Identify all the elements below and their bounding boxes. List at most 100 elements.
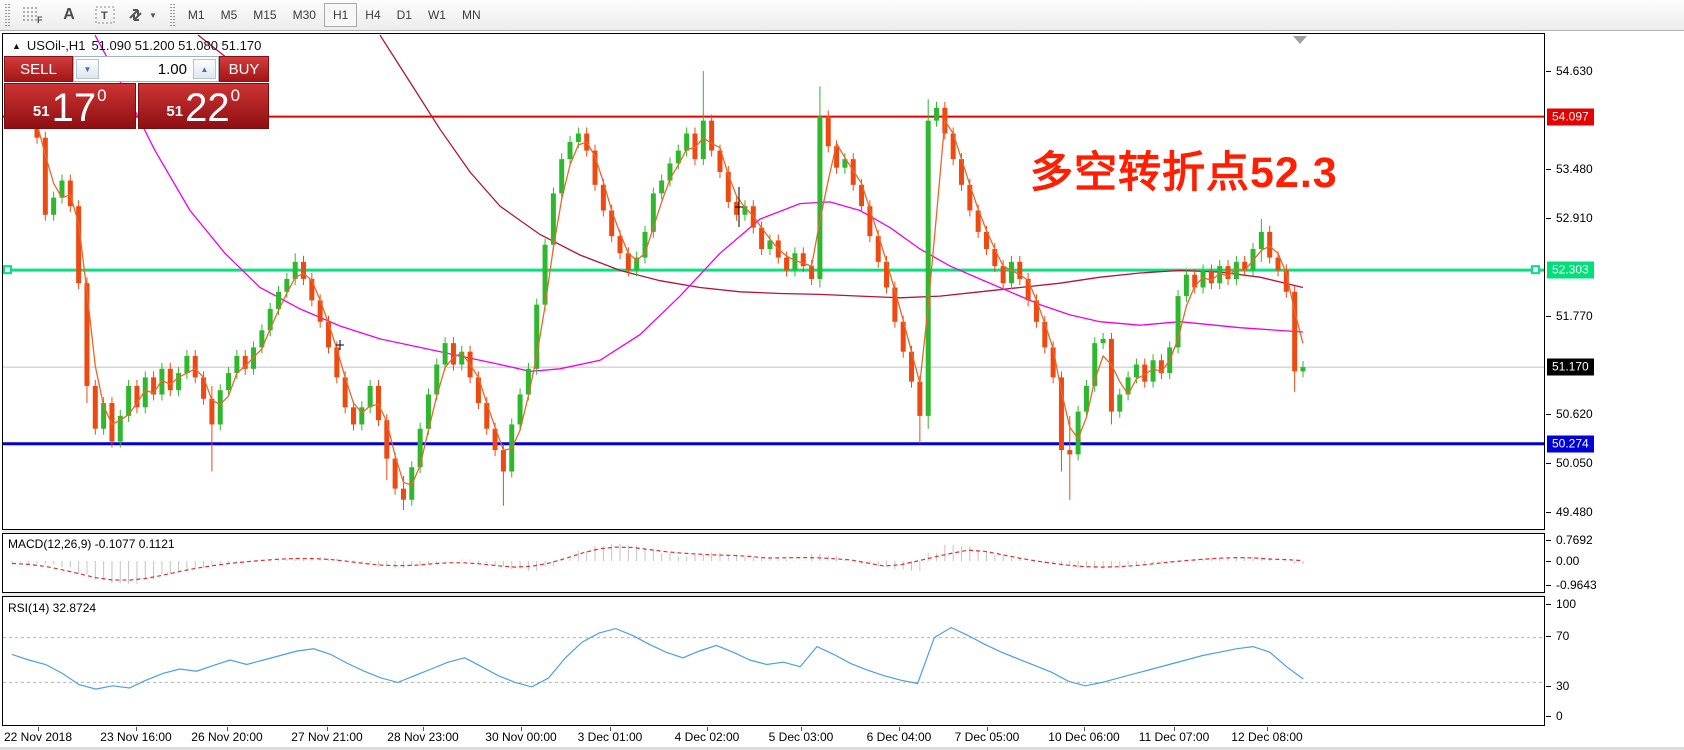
candle-body: [425, 394, 431, 429]
chart-layers: [3, 34, 1544, 511]
price-axis-tick: [1546, 71, 1551, 72]
buy-button[interactable]: BUY: [219, 56, 269, 82]
candle-body: [76, 206, 82, 284]
panel-splitter-2[interactable]: [2, 593, 1545, 596]
timeframe-button-mn[interactable]: MN: [461, 8, 481, 22]
candle-body: [684, 133, 690, 151]
candle-body: [567, 142, 573, 160]
candle-body: [59, 180, 65, 198]
hline-handle-right[interactable]: [1531, 265, 1540, 275]
candle-body: [609, 210, 615, 237]
rsi-axis-tick: [1546, 686, 1551, 687]
candle-body: [1100, 338, 1106, 344]
candle-body: [834, 146, 840, 168]
rsi-axis-label: 70: [1556, 629, 1570, 643]
timeframe-button-m30[interactable]: M30: [292, 8, 316, 22]
candle-body: [375, 385, 381, 421]
sell-button[interactable]: SELL: [4, 56, 73, 82]
candle-body: [384, 420, 390, 459]
candle-body: [875, 236, 881, 262]
sell-price-small: 51: [32, 103, 50, 120]
candle-body: [492, 428, 498, 451]
chevron-down-icon: ▼: [149, 10, 157, 20]
candle-body: [301, 261, 307, 279]
volume-increase-button[interactable]: ▲: [193, 59, 216, 79]
collapse-triangle-icon[interactable]: ▲: [12, 40, 21, 51]
time-axis-tick: [227, 727, 228, 731]
candle-body: [1133, 364, 1139, 378]
time-axis-tick: [521, 727, 522, 731]
toolbar-grip-2[interactable]: [169, 4, 175, 26]
candle-body: [634, 257, 640, 271]
candle-body: [892, 287, 898, 322]
chart-shift-triangle-icon[interactable]: [1293, 36, 1307, 44]
candle-body: [242, 355, 248, 369]
hline-handle-left[interactable]: [3, 265, 12, 275]
rsi-axis-tick: [1546, 604, 1551, 605]
timeframe-button-d1[interactable]: D1: [396, 8, 412, 22]
time-axis[interactable]: 22 Nov 2018 23 Nov 16:00 26 Nov 20:00 27 No…: [2, 727, 1545, 747]
macd-axis-tick: [1546, 540, 1551, 541]
timeframe-button-h4[interactable]: H4: [365, 8, 381, 22]
rsi-panel[interactable]: [2, 596, 1545, 726]
candle-body: [967, 184, 973, 211]
macd-panel[interactable]: [2, 533, 1545, 593]
price-axis[interactable]: 54.630 53.480 52.910 51.770 50.620 50.050 49.4…: [1546, 33, 1684, 726]
timeframe-button-h1[interactable]: H1: [323, 3, 358, 27]
candle-body: [1292, 291, 1298, 372]
text-box-icon[interactable]: T: [89, 2, 121, 28]
candle-body: [1275, 257, 1281, 271]
sell-price-tile[interactable]: 51 17 0: [4, 83, 136, 129]
candle-body: [625, 253, 631, 271]
time-axis-label: 5 Dec 03:00: [768, 730, 834, 744]
panel-splitter[interactable]: [2, 530, 1545, 533]
candle-body: [1000, 266, 1006, 284]
candle-body: [226, 373, 232, 391]
candle-body: [51, 197, 57, 215]
candle-body: [975, 210, 981, 232]
candle-body: [809, 266, 815, 279]
candle-body: [500, 450, 506, 472]
volume-decrease-button[interactable]: ▼: [76, 59, 99, 79]
candle-body: [734, 201, 740, 215]
toolbar: F A T ▼ M1 M5 M15 M30 H1 H4 D1 W1 MN: [0, 0, 1684, 31]
buy-price-small: 51: [166, 103, 184, 120]
time-axis-tick: [987, 727, 988, 731]
timeframe-button-m15[interactable]: M15: [253, 8, 277, 22]
text-label-icon[interactable]: A: [63, 6, 75, 23]
ma-fast-line: [28, 112, 1304, 487]
candle-body: [1150, 360, 1156, 382]
candle-body: [1008, 261, 1014, 284]
timeframe-button-m1[interactable]: M1: [187, 8, 205, 22]
candle-body: [1175, 296, 1181, 348]
buy-price-tile[interactable]: 51 22 0: [137, 83, 269, 129]
candle-body: [1242, 261, 1248, 271]
timeframe-button-w1[interactable]: W1: [427, 8, 446, 22]
timeframe-button-m5[interactable]: M5: [220, 8, 238, 22]
volume-input[interactable]: 1.00: [157, 60, 187, 78]
candle-body: [334, 347, 340, 378]
rsi-axis-label: 100: [1556, 597, 1577, 611]
time-axis-label: 22 Nov 2018: [3, 730, 73, 744]
toolbar-grip[interactable]: [5, 4, 10, 26]
candle-body: [842, 159, 848, 168]
price-axis-label: 50.050: [1556, 455, 1593, 470]
fibonacci-icon[interactable]: F: [17, 2, 49, 28]
price-axis-tick: [1546, 414, 1551, 416]
candle-body: [1142, 364, 1148, 382]
candle-body: [925, 120, 931, 416]
time-axis-tick: [899, 727, 900, 731]
candle-body: [1083, 385, 1089, 412]
cycle-arrows-icon[interactable]: ▼: [125, 2, 158, 28]
time-axis-tick: [1084, 727, 1085, 731]
candle-body: [959, 159, 965, 185]
candle-body: [1183, 274, 1189, 297]
time-axis-tick: [423, 727, 424, 731]
candle-body: [442, 343, 448, 365]
candle-body: [850, 159, 856, 185]
time-axis-label: 11 Dec 07:00: [1138, 730, 1210, 744]
chart-annotation-text[interactable]: 多空转折点52.3: [1030, 149, 1338, 197]
time-axis-label: 27 Nov 21:00: [291, 730, 363, 744]
candle-body: [434, 364, 440, 395]
candle-body: [1217, 266, 1223, 284]
